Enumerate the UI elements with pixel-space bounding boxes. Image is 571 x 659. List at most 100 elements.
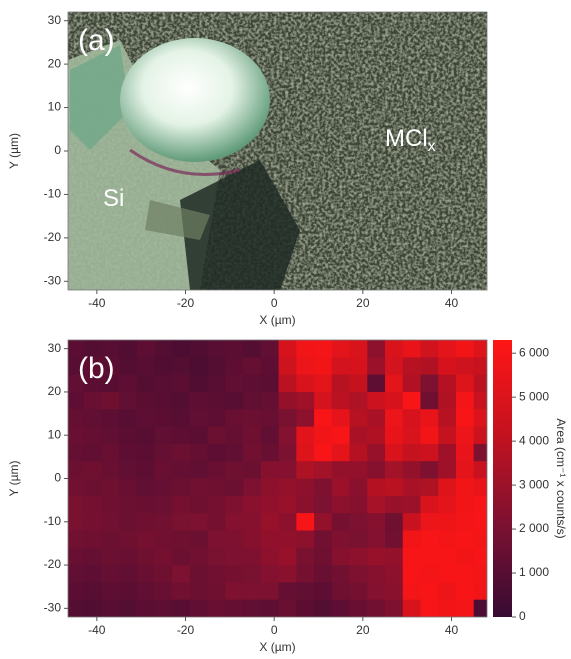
heat-cell [420, 599, 439, 617]
heat-cell [243, 409, 262, 428]
heat-cell [68, 530, 85, 549]
heat-cell [260, 565, 280, 583]
heat-cell [225, 582, 244, 601]
heat-cell [172, 547, 191, 566]
heat-cell [101, 443, 120, 462]
heat-cell [331, 340, 351, 358]
y-tick-label: 0 [54, 143, 61, 157]
heat-cell [243, 495, 262, 514]
heat-cell [136, 582, 155, 601]
heat-cell [278, 513, 297, 531]
heat-cell [420, 357, 439, 376]
heat-cell [68, 357, 85, 376]
heat-cell [189, 565, 209, 583]
heat-cell [420, 495, 439, 514]
heat-cell [296, 374, 315, 393]
heat-cell [331, 357, 351, 376]
heat-cell [189, 374, 209, 393]
heat-cell [314, 495, 333, 514]
heat-cell [402, 443, 421, 462]
heat-cell [243, 374, 262, 393]
heat-cell [207, 513, 226, 531]
heat-cell [331, 478, 351, 497]
heat-cell [367, 547, 386, 566]
heat-cell [438, 443, 457, 462]
heat-cell [101, 530, 120, 549]
heat-cell [136, 495, 155, 514]
heat-cell [68, 374, 85, 393]
heat-cell [207, 530, 226, 549]
heat-cell [367, 565, 386, 583]
heat-cell [367, 340, 386, 358]
heat-cell [118, 357, 138, 376]
heat-cell [455, 599, 475, 617]
heat-cell [243, 599, 262, 617]
heat-cell [189, 495, 209, 514]
heat-cell [101, 426, 120, 445]
heat-cell [385, 582, 404, 601]
heat-cell [438, 582, 457, 601]
heat-cell [260, 340, 280, 358]
heat-cell [225, 461, 244, 479]
heat-cell [438, 565, 457, 583]
heat-cell [455, 547, 475, 566]
heat-cell [118, 461, 138, 479]
colorbar-tick-label: 3 000 [519, 477, 549, 491]
heat-cell [402, 461, 421, 479]
heat-cell [367, 443, 386, 462]
heat-cell [331, 530, 351, 549]
heat-cell [83, 565, 102, 583]
heat-cell [225, 547, 244, 566]
colorbar-tick-label: 6 000 [519, 345, 549, 359]
heat-cell [207, 547, 226, 566]
heat-cell [331, 409, 351, 428]
heat-cell [473, 495, 487, 514]
heat-cell [260, 426, 280, 445]
heat-cell [136, 547, 155, 566]
x-tick-label: 40 [445, 623, 459, 637]
annotation-text: Si [103, 185, 124, 212]
heat-cell [189, 513, 209, 531]
heat-cell [278, 426, 297, 445]
heat-cell [473, 409, 487, 428]
heat-cell [278, 443, 297, 462]
heat-cell [473, 357, 487, 376]
heat-cell [154, 391, 173, 410]
heat-cell [172, 340, 191, 358]
heat-cell [83, 443, 102, 462]
heat-cell [314, 374, 333, 393]
heat-cell [243, 547, 262, 566]
heat-cell [260, 547, 280, 566]
heat-cell [136, 443, 155, 462]
heat-cell [385, 547, 404, 566]
heat-cell [278, 565, 297, 583]
heat-cell [101, 495, 120, 514]
heat-cell [367, 530, 386, 549]
heat-cell [136, 391, 155, 410]
heat-cell [101, 374, 120, 393]
colorbar-tick-label: 2 000 [519, 521, 549, 535]
heat-cell [402, 582, 421, 601]
heat-cell [172, 565, 191, 583]
heat-cell [83, 582, 102, 601]
heat-cell [260, 513, 280, 531]
heat-cell [438, 599, 457, 617]
heat-cell [278, 340, 297, 358]
colorbar-tick-label: 5 000 [519, 389, 549, 403]
heat-cell [260, 478, 280, 497]
heat-cell [278, 547, 297, 566]
heat-cell [172, 443, 191, 462]
heat-cell [296, 495, 315, 514]
annotation-text: MCl [385, 125, 428, 152]
heat-cell [154, 443, 173, 462]
heat-cell [154, 340, 173, 358]
heat-cell [118, 374, 138, 393]
heat-cell [101, 391, 120, 410]
heat-cell [101, 409, 120, 428]
heat-cell [438, 461, 457, 479]
heat-cell [172, 374, 191, 393]
heat-cell [473, 513, 487, 531]
heat-cell [136, 374, 155, 393]
heat-cell [455, 357, 475, 376]
